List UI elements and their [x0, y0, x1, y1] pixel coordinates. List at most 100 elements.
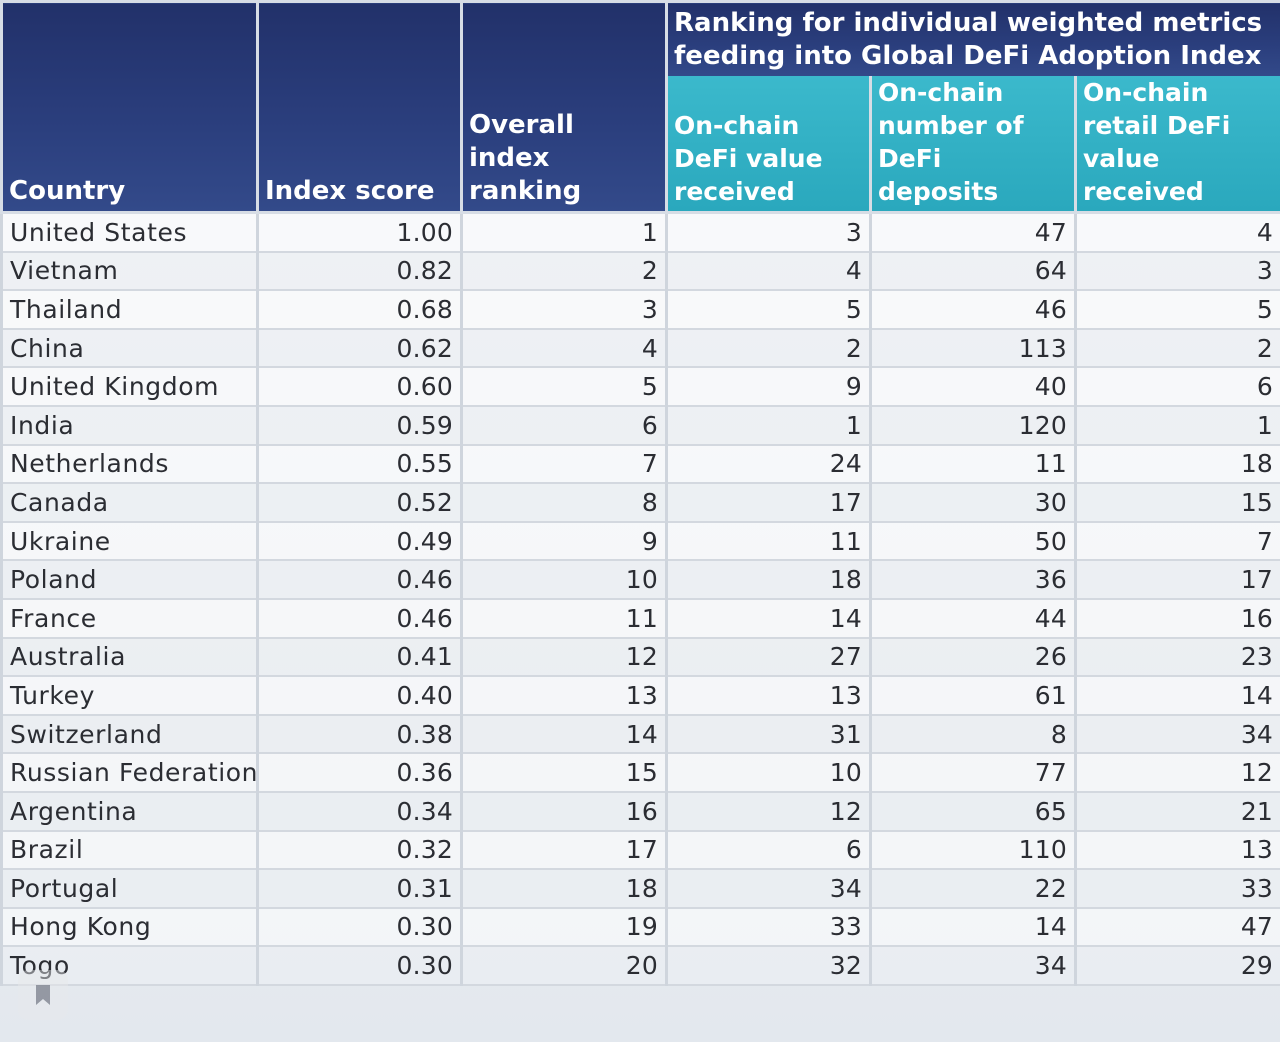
cell-defi-value-rank: 1 — [665, 405, 872, 446]
table-row: Switzerland 0.38 14 31 8 34 — [0, 714, 1280, 755]
cell-retail-defi-value-rank: 14 — [1073, 676, 1280, 716]
cell-country: Turkey — [0, 676, 259, 716]
cell-index-score: 0.30 — [256, 946, 463, 986]
table-row: Argentina 0.34 16 12 65 21 — [0, 791, 1280, 832]
cell-country: United Kingdom — [0, 367, 259, 407]
cell-defi-value-rank: 6 — [665, 830, 872, 871]
cell-defi-deposits-rank: 120 — [869, 405, 1077, 446]
cell-defi-deposits-rank: 44 — [869, 598, 1077, 639]
cell-retail-defi-value-rank: 34 — [1073, 714, 1280, 755]
cell-retail-defi-value-rank: 33 — [1073, 869, 1280, 909]
cell-retail-defi-value-rank: 6 — [1073, 367, 1280, 407]
cell-index-score: 0.36 — [256, 753, 463, 793]
cell-index-score: 0.34 — [256, 791, 463, 832]
cell-country: United States — [0, 212, 259, 253]
table-row: Portugal 0.31 18 34 22 33 — [0, 869, 1280, 909]
cell-country: Vietnam — [0, 251, 259, 292]
cell-defi-deposits-rank: 61 — [869, 676, 1077, 716]
table-row: India 0.59 6 1 120 1 — [0, 405, 1280, 446]
cell-defi-value-rank: 4 — [665, 251, 872, 292]
header-metrics-group: Ranking for individual weighted metrics … — [664, 0, 1280, 76]
header-metric-retail-defi-value: On-chain retail DeFi value received — [1073, 76, 1280, 214]
cell-defi-value-rank: 3 — [665, 212, 872, 253]
cell-defi-deposits-rank: 36 — [869, 560, 1077, 600]
cell-overall-ranking: 20 — [460, 946, 668, 986]
bookmark-icon — [36, 985, 50, 1005]
cell-index-score: 0.60 — [256, 367, 463, 407]
cell-defi-deposits-rank: 77 — [869, 753, 1077, 793]
cell-index-score: 0.52 — [256, 483, 463, 523]
header-overall-ranking: Overall index ranking — [460, 0, 668, 214]
cell-overall-ranking: 7 — [460, 444, 668, 485]
cell-defi-deposits-rank: 50 — [869, 521, 1077, 562]
cell-index-score: 0.46 — [256, 560, 463, 600]
cell-overall-ranking: 5 — [460, 367, 668, 407]
table-row: Australia 0.41 12 27 26 23 — [0, 637, 1280, 678]
cell-overall-ranking: 9 — [460, 521, 668, 562]
cell-overall-ranking: 12 — [460, 637, 668, 678]
table-row: France 0.46 11 14 44 16 — [0, 598, 1280, 639]
cell-country: Portugal — [0, 869, 259, 909]
header-index-score: Index score — [256, 0, 463, 214]
table-row: Brazil 0.32 17 6 110 13 — [0, 830, 1280, 871]
cell-country: Ukraine — [0, 521, 259, 562]
cell-retail-defi-value-rank: 17 — [1073, 560, 1280, 600]
cell-overall-ranking: 6 — [460, 405, 668, 446]
cell-country: Netherlands — [0, 444, 259, 485]
cell-retail-defi-value-rank: 15 — [1073, 483, 1280, 523]
header-metric-defi-deposits: On-chain number of DeFi deposits — [869, 76, 1077, 214]
cell-defi-value-rank: 17 — [665, 483, 872, 523]
cell-retail-defi-value-rank: 3 — [1073, 251, 1280, 292]
cell-overall-ranking: 18 — [460, 869, 668, 909]
cell-defi-value-rank: 5 — [665, 290, 872, 330]
cell-index-score: 0.46 — [256, 598, 463, 639]
cell-country: Canada — [0, 483, 259, 523]
cell-index-score: 0.30 — [256, 907, 463, 948]
cell-defi-value-rank: 24 — [665, 444, 872, 485]
cell-country: Argentina — [0, 791, 259, 832]
cell-overall-ranking: 10 — [460, 560, 668, 600]
cell-retail-defi-value-rank: 2 — [1073, 328, 1280, 369]
cell-overall-ranking: 17 — [460, 830, 668, 871]
cell-index-score: 0.59 — [256, 405, 463, 446]
cell-retail-defi-value-rank: 7 — [1073, 521, 1280, 562]
bookmark-button[interactable] — [18, 970, 68, 1020]
cell-defi-deposits-rank: 110 — [869, 830, 1077, 871]
cell-index-score: 0.31 — [256, 869, 463, 909]
table-row: Togo 0.30 20 32 34 29 — [0, 946, 1280, 986]
cell-index-score: 0.41 — [256, 637, 463, 678]
cell-index-score: 0.40 — [256, 676, 463, 716]
table-row: Vietnam 0.82 2 4 64 3 — [0, 251, 1280, 292]
defi-adoption-table: Country Index score Overall index rankin… — [0, 0, 1280, 986]
cell-index-score: 0.82 — [256, 251, 463, 292]
cell-defi-value-rank: 9 — [665, 367, 872, 407]
cell-defi-deposits-rank: 26 — [869, 637, 1077, 678]
cell-index-score: 0.62 — [256, 328, 463, 369]
cell-overall-ranking: 11 — [460, 598, 668, 639]
table-row: Turkey 0.40 13 13 61 14 — [0, 676, 1280, 716]
cell-overall-ranking: 16 — [460, 791, 668, 832]
cell-defi-value-rank: 11 — [665, 521, 872, 562]
cell-retail-defi-value-rank: 47 — [1073, 907, 1280, 948]
table-header: Country Index score Overall index rankin… — [0, 0, 1280, 214]
cell-defi-value-rank: 27 — [665, 637, 872, 678]
cell-index-score: 0.32 — [256, 830, 463, 871]
cell-retail-defi-value-rank: 1 — [1073, 405, 1280, 446]
cell-overall-ranking: 4 — [460, 328, 668, 369]
cell-defi-deposits-rank: 30 — [869, 483, 1077, 523]
cell-overall-ranking: 8 — [460, 483, 668, 523]
cell-defi-deposits-rank: 14 — [869, 907, 1077, 948]
cell-defi-deposits-rank: 40 — [869, 367, 1077, 407]
cell-defi-value-rank: 34 — [665, 869, 872, 909]
cell-overall-ranking: 2 — [460, 251, 668, 292]
cell-retail-defi-value-rank: 23 — [1073, 637, 1280, 678]
cell-country: Switzerland — [0, 714, 259, 755]
cell-country: Hong Kong — [0, 907, 259, 948]
cell-index-score: 0.68 — [256, 290, 463, 330]
cell-retail-defi-value-rank: 16 — [1073, 598, 1280, 639]
cell-defi-deposits-rank: 113 — [869, 328, 1077, 369]
table-row: Hong Kong 0.30 19 33 14 47 — [0, 907, 1280, 948]
cell-defi-deposits-rank: 34 — [869, 946, 1077, 986]
table-row: United Kingdom 0.60 5 9 40 6 — [0, 367, 1280, 407]
cell-defi-value-rank: 12 — [665, 791, 872, 832]
